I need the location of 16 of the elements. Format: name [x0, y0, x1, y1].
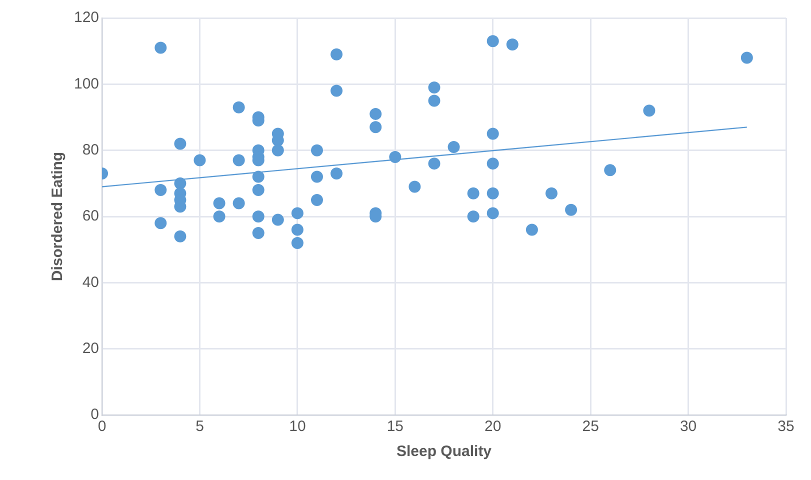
y-tick-label: 60: [82, 208, 100, 225]
y-tick-label: 100: [74, 75, 100, 92]
x-tick-label: 10: [289, 418, 306, 436]
x-tick-label: 20: [484, 418, 502, 436]
x-tick-label: 25: [582, 418, 599, 436]
x-tick-label: 15: [386, 418, 404, 436]
x-tick-label: 30: [680, 418, 697, 436]
y-tick-label: 120: [74, 9, 100, 26]
x-tick-label: 35: [778, 418, 794, 436]
x-tick-label: 5: [196, 418, 204, 436]
y-tick-label: 20: [82, 340, 100, 357]
y-tick-label: 0: [90, 406, 100, 424]
y-axis-title: Disordered Eating: [49, 152, 66, 282]
x-axis-title: Sleep Quality: [396, 443, 492, 460]
y-tick-label: 80: [82, 141, 100, 158]
y-tick-label: 40: [82, 274, 100, 291]
